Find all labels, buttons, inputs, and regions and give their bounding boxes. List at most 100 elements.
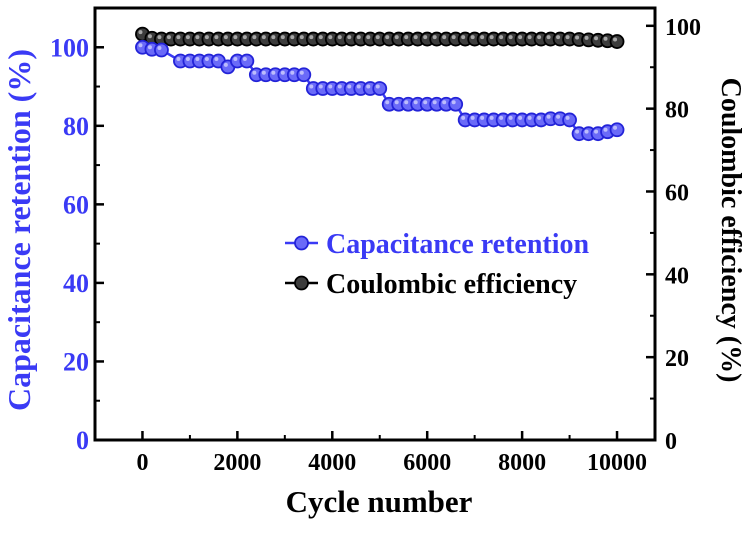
y-left-tick-label: 40 [63,269,89,298]
x-axis: 0 2000 4000 6000 8000 10000 [136,431,647,476]
capacitance-retention-point [154,42,169,58]
coulombic-efficiency-point-highlight [394,35,399,40]
capacitance-retention-point-highlight [290,70,295,75]
capacitance-retention-point-highlight [556,114,561,119]
coulombic-efficiency-point-highlight [527,35,532,40]
legend-item-capacitance-retention: Capacitance retention [285,229,590,260]
coulombic-efficiency-point-highlight [565,35,570,40]
coulombic-efficiency-point-highlight [470,35,475,40]
y-right-tick-label: 80 [665,98,689,124]
x-tick-label: 8000 [498,450,546,476]
capacitance-retention-point-highlight [261,70,266,75]
coulombic-efficiency-point-highlight [261,35,266,40]
capacitance-retention-point-highlight [432,100,437,105]
coulombic-efficiency-point-highlight [252,35,257,40]
legend-marker [294,235,309,251]
coulombic-efficiency-point-highlight [594,36,599,41]
legend-label: Coulombic efficiency [326,269,577,300]
capacitance-retention-point-highlight [337,84,342,89]
capacitance-retention-point-highlight [280,70,285,75]
y-left-tick-label: 60 [63,190,89,219]
x-axis-label: Cycle number [286,484,473,519]
capacitance-retention-point-highlight [394,100,399,105]
capacitance-retention-point-highlight [309,84,314,89]
coulombic-efficiency-point-highlight [223,35,228,40]
x-tick-label: 6000 [403,450,451,476]
coulombic-efficiency-point-highlight [584,35,589,40]
capacitance-retention-point-highlight [385,100,390,105]
capacitance-retention-point-highlight [565,115,570,120]
capacitance-retention-point-highlight [613,125,618,130]
capacitance-retention-point-highlight [233,57,238,62]
coulombic-efficiency-point-highlight [299,35,304,40]
capacitance-retention-point-highlight [356,84,361,89]
capacitance-retention-point-highlight [518,115,523,120]
y-left-tick-label: 100 [50,33,89,62]
capacitance-retention-point-highlight [328,84,333,89]
coulombic-efficiency-point-highlight [375,35,380,40]
x-tick-label: 0 [136,450,148,476]
capacitance-retention-point-highlight [537,115,542,120]
x-tick-label: 4000 [308,450,356,476]
series-layer [135,26,625,142]
capacitance-retention-point [296,67,312,83]
coulombic-efficiency-point-highlight [214,35,219,40]
coulombic-efficiency-point-highlight [185,35,190,40]
plot-border [93,6,657,442]
capacitance-retention-point-highlight [470,115,475,120]
coulombic-efficiency-point-highlight [356,35,361,40]
capacitance-retention-point-highlight [242,57,247,62]
y-right-tick-label: 100 [665,15,701,41]
coulombic-efficiency-point-highlight [385,35,390,40]
capacitance-retention-point [239,53,255,69]
plot-frame [93,6,657,442]
coulombic-efficiency-series [135,26,625,49]
capacitance-retention-point-highlight [546,114,551,119]
capacitance-retention-point-highlight [594,129,599,134]
y-left-tick-label: 0 [76,426,89,455]
y-axis-left-label: Capacitance retention (%) [1,49,37,411]
capacitance-retention-point [562,112,577,128]
legend-label: Capacitance retention [326,229,590,260]
x-tick-label: 2000 [213,450,261,476]
y-axis-right: 0 20 40 60 80 100 [646,15,701,455]
coulombic-efficiency-point-highlight [290,35,295,40]
capacitance-retention-point-highlight [489,115,494,120]
coulombic-efficiency-point-highlight [347,35,352,40]
coulombic-efficiency-point-highlight [489,35,494,40]
coulombic-efficiency-point-highlight [613,37,618,42]
coulombic-efficiency-point-highlight [575,35,580,40]
coulombic-efficiency-point-highlight [423,35,428,40]
capacitance-retention-point [372,81,388,96]
capacitance-retention-point-highlight [461,115,466,120]
coulombic-efficiency-point-highlight [366,35,371,40]
coulombic-efficiency-point-highlight [556,35,561,40]
coulombic-efficiency-point-highlight [271,35,276,40]
coulombic-efficiency-point-highlight [451,35,456,40]
capacitance-retention-point-highlight [508,115,513,120]
coulombic-efficiency-point-highlight [508,35,513,40]
capacitance-retention-point-highlight [147,45,152,50]
y-axis-right-label: Coulombic efficiency (%) [715,78,744,383]
legend: Capacitance retention Coulombic efficienc… [285,229,590,300]
coulombic-efficiency-point-highlight [242,35,247,40]
capacitance-retention-point-highlight [375,84,380,89]
coulombic-efficiency-point-highlight [461,35,466,40]
capacitance-retention-point-highlight [299,70,304,75]
capacitance-retention-point-highlight [318,84,323,89]
capacitance-retention-point-highlight [185,57,190,62]
capacitance-retention-point-highlight [423,100,428,105]
coulombic-efficiency-point-highlight [537,35,542,40]
capacitance-retention-point-highlight [271,70,276,75]
legend-marker [294,275,309,291]
capacitance-retention-point-highlight [404,100,409,105]
coulombic-efficiency-point-highlight [147,34,152,39]
coulombic-efficiency-point-highlight [309,35,314,40]
capacitance-retention-point-highlight [157,46,162,51]
y-axis-left: 0 20 40 60 80 100 [50,7,104,455]
coulombic-efficiency-point-highlight [518,35,523,40]
capacitance-retention-point-highlight [527,115,532,120]
capacitance-retention-point-highlight [451,100,456,105]
